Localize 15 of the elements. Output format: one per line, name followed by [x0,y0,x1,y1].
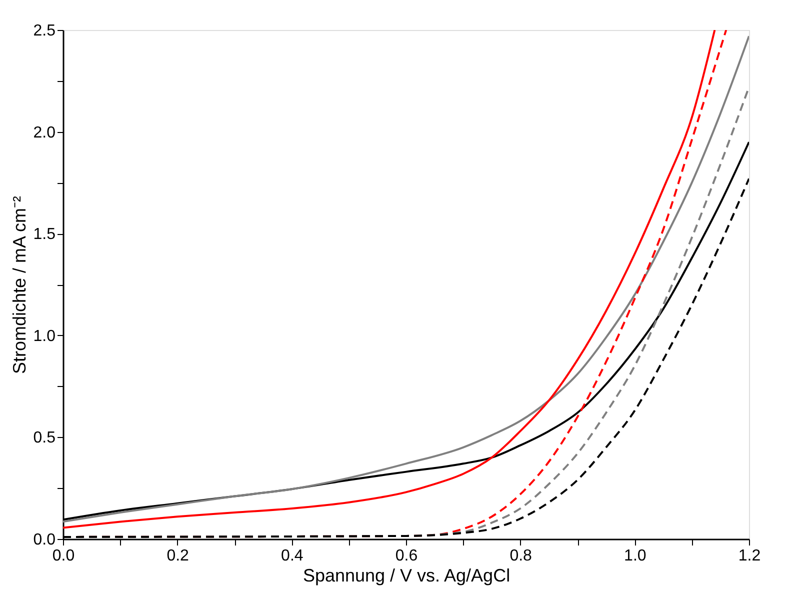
x-axis-title: Spannung / V vs. Ag/AgCl [302,566,510,586]
x-tick-label: 0.4 [281,548,304,564]
x-tick-label: 1.0 [624,548,646,564]
y-tick-label: 2.5 [33,22,56,40]
x-tick-label: 1.2 [738,548,761,564]
y-tick-label: 1.5 [33,226,56,244]
y-tick-label: 0.5 [33,430,56,447]
x-tick-label: 0.0 [52,548,75,564]
y-tick-label: 2.0 [33,124,56,142]
x-tick-label: 0.6 [395,548,418,564]
y-tick-label: 1.0 [33,328,56,345]
x-tick-label: 0.8 [510,548,532,564]
y-tick-label: 0.0 [33,532,56,548]
y-axis-title: Stromdichte / mA cm⁻² [9,196,30,374]
x-tick-label: 0.2 [166,548,190,564]
